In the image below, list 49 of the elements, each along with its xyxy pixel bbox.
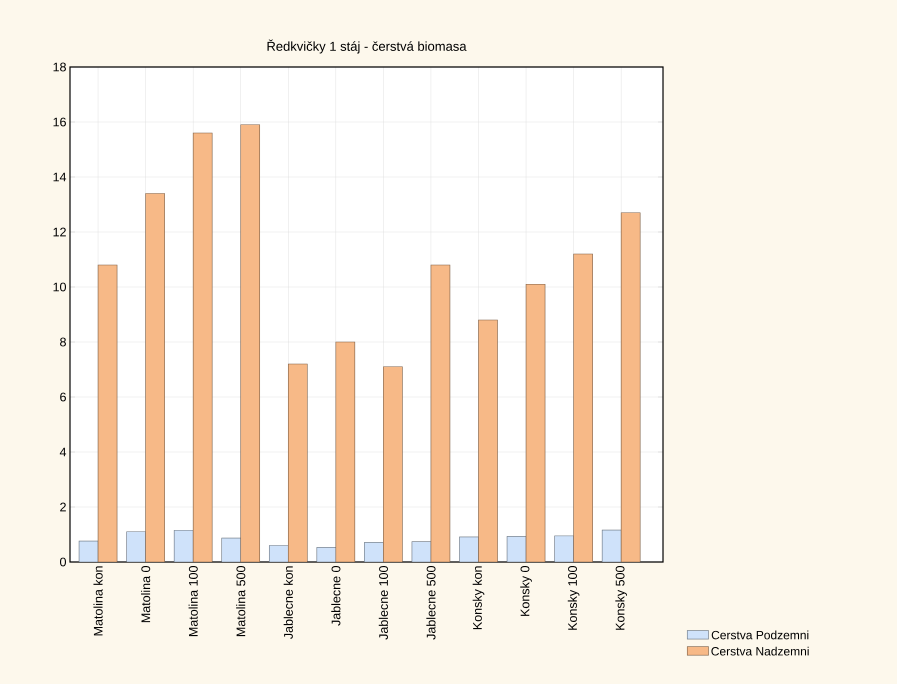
x-tick-label: Jablecne 100: [378, 566, 388, 640]
y-tick-label: 12: [54, 228, 66, 236]
bar: [364, 542, 384, 562]
y-tick-label: 18: [54, 62, 66, 72]
bar: [174, 530, 194, 562]
y-tick-label: 0: [60, 558, 66, 566]
bar: [602, 530, 622, 562]
x-tick-label: Matolina 0: [141, 566, 150, 622]
bar: [145, 193, 165, 562]
y-tick-label: 8: [60, 338, 66, 346]
bar: [192, 132, 212, 562]
x-tick-label: Matolina kon: [93, 566, 103, 636]
x-tick-label: Konsky 500: [615, 566, 627, 630]
x-tick-label: Konsky 0: [520, 566, 532, 616]
bar: [526, 284, 546, 562]
y-tick-label: 16: [54, 118, 66, 126]
bar: [620, 212, 640, 562]
bar: [78, 540, 98, 562]
bar: [412, 541, 432, 562]
y-tick-label: 6: [60, 392, 66, 402]
legend-label: Cerstva Podzemni: [712, 630, 808, 640]
bar: [268, 545, 289, 562]
bar: [478, 320, 498, 562]
bar: [573, 254, 593, 562]
y-tick-label: 14: [54, 172, 66, 182]
x-tick-label: Jablecne 500: [426, 566, 436, 640]
bar: [430, 264, 450, 562]
bar: [383, 366, 403, 562]
x-tick-label: Matolina 500: [236, 566, 246, 636]
bar: [98, 264, 118, 562]
x-tick-label: Matolina 100: [188, 566, 198, 636]
x-tick-label: Jablecne kon: [284, 566, 293, 639]
bar: [221, 538, 242, 562]
bar: [506, 536, 526, 562]
bar: [126, 531, 146, 562]
x-tick-label: Konsky kon: [472, 566, 484, 630]
bar: [336, 342, 356, 562]
x-tick-label: Konsky 100: [568, 566, 580, 630]
chart-title: Ředkvičky 1 stáj - čerstvá biomasa: [268, 39, 467, 54]
bar: [459, 536, 479, 562]
y-tick-label: 4: [60, 448, 66, 456]
x-tick-label: Jablecne 0: [331, 566, 340, 626]
bar: [554, 536, 574, 562]
bar: [240, 124, 260, 562]
y-tick-label: 2: [60, 502, 66, 512]
legend-label: Cerstva Nadzemni: [711, 646, 809, 656]
bar: [316, 547, 336, 562]
bar: [288, 364, 308, 562]
y-tick-label: 10: [54, 282, 66, 292]
